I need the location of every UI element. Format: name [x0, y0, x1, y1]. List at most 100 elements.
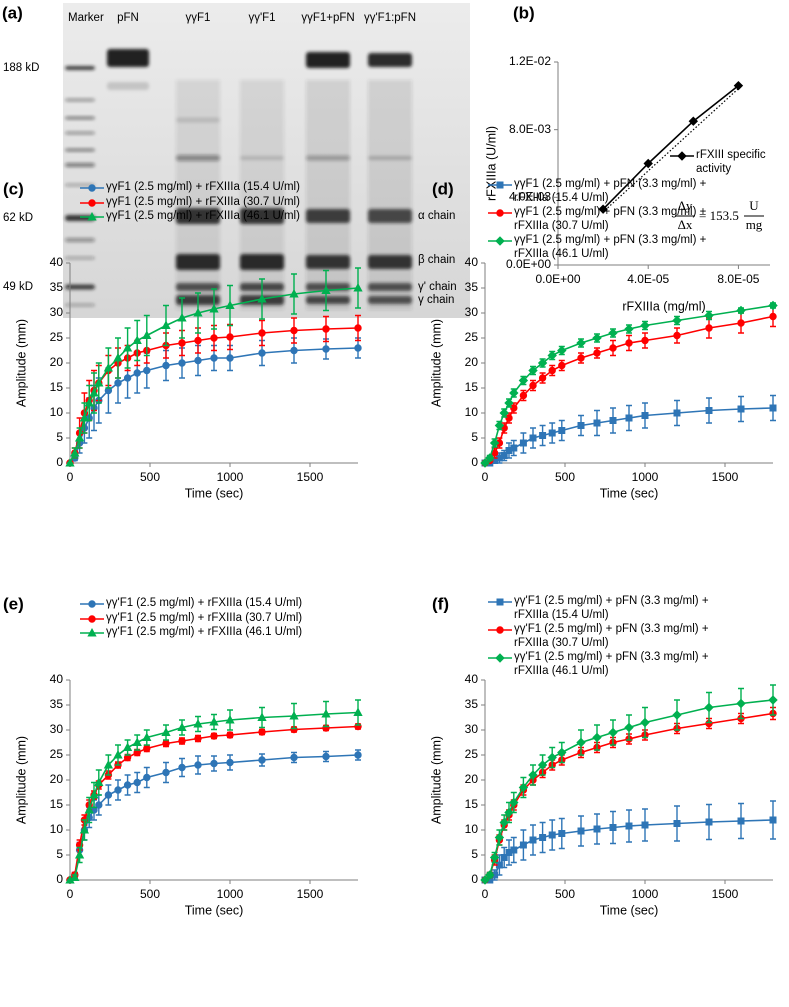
y-axis-title: Amplitude (mm)	[429, 736, 443, 824]
marker	[640, 320, 650, 331]
marker	[258, 349, 266, 357]
y-tick-label: 25	[50, 747, 64, 761]
marker	[537, 760, 548, 770]
marker	[178, 763, 186, 772]
marker	[74, 849, 85, 859]
gel-band	[65, 131, 95, 135]
gel-band	[368, 209, 412, 223]
marker	[547, 752, 557, 763]
marker	[209, 303, 219, 313]
gel-band	[107, 49, 149, 67]
y-tick-label: 10	[465, 822, 479, 836]
gel-band	[65, 215, 95, 221]
marker	[641, 821, 649, 829]
x-tick-label: 1000	[632, 470, 659, 484]
marker	[289, 710, 299, 720]
marker	[577, 827, 585, 835]
marker	[504, 807, 514, 818]
y-tick-label: 40	[50, 255, 64, 269]
marker	[122, 742, 133, 751]
marker	[225, 714, 235, 724]
marker	[122, 342, 133, 352]
marker	[640, 717, 650, 728]
marker	[210, 759, 218, 768]
marker	[577, 422, 585, 429]
marker	[705, 818, 713, 826]
y-axis-title: Amplitude (mm)	[14, 736, 28, 824]
marker	[499, 817, 509, 828]
marker	[226, 333, 234, 341]
series-line	[602, 85, 739, 210]
marker	[226, 354, 234, 362]
marker	[548, 429, 556, 437]
x-tick-label: 8.0E-05	[717, 272, 759, 286]
x-axis-title: Time (sec)	[600, 903, 659, 917]
marker	[103, 759, 114, 769]
marker	[673, 820, 681, 827]
y-tick-label: 15	[465, 797, 479, 811]
marker	[519, 841, 527, 849]
marker	[624, 722, 634, 733]
marker	[132, 737, 142, 746]
marker	[705, 407, 713, 414]
y-tick-label: 30	[465, 722, 479, 736]
gel-band	[368, 156, 412, 160]
mw-label: 188 kD	[3, 62, 39, 74]
marker	[142, 732, 152, 741]
marker	[194, 336, 202, 345]
marker	[592, 732, 602, 743]
y-tick-label: 0	[56, 455, 63, 469]
marker	[322, 345, 330, 353]
marker	[494, 420, 505, 431]
marker	[736, 305, 746, 316]
lane-label: Marker	[68, 12, 104, 24]
marker	[123, 781, 132, 789]
marker	[84, 397, 94, 407]
marker	[114, 786, 122, 794]
marker	[558, 830, 566, 837]
y-tick-label: 5	[56, 847, 63, 861]
chain-label: β chain	[418, 254, 455, 266]
gel-band	[65, 148, 95, 152]
gel-band	[176, 283, 220, 291]
marker	[672, 710, 682, 720]
lane-label: γγF1	[186, 12, 211, 24]
y-tick-label: 40	[465, 672, 479, 686]
y-tick-label: 35	[465, 697, 479, 711]
marker	[258, 329, 266, 337]
marker	[673, 331, 681, 340]
marker	[528, 365, 538, 376]
y-tick-label: 25	[465, 747, 479, 761]
marker	[609, 344, 617, 352]
marker	[510, 444, 518, 452]
y-tick-label: 20	[465, 355, 479, 369]
marker	[209, 716, 219, 726]
marker	[769, 404, 777, 412]
y-tick-label: 5	[56, 430, 63, 444]
marker	[705, 324, 713, 332]
marker	[768, 300, 778, 311]
lane-smear	[240, 80, 284, 310]
marker	[625, 414, 633, 422]
y-tick-label: 30	[50, 722, 64, 736]
marker	[643, 158, 653, 169]
marker	[518, 375, 529, 386]
marker	[89, 387, 99, 397]
marker	[321, 708, 331, 718]
mw-label: 62 kD	[3, 212, 33, 224]
marker	[132, 335, 142, 344]
marker	[625, 822, 633, 830]
marker	[353, 707, 363, 716]
marker	[593, 419, 601, 427]
annotation-eq: = 153.5	[699, 208, 739, 223]
marker	[769, 816, 777, 824]
gel-band	[306, 209, 350, 223]
marker	[499, 408, 509, 418]
marker	[354, 324, 362, 332]
marker	[485, 870, 495, 880]
gel-band	[306, 296, 350, 304]
y-tick-label: 10	[465, 405, 479, 419]
gel-band	[65, 256, 95, 260]
marker	[290, 346, 298, 355]
